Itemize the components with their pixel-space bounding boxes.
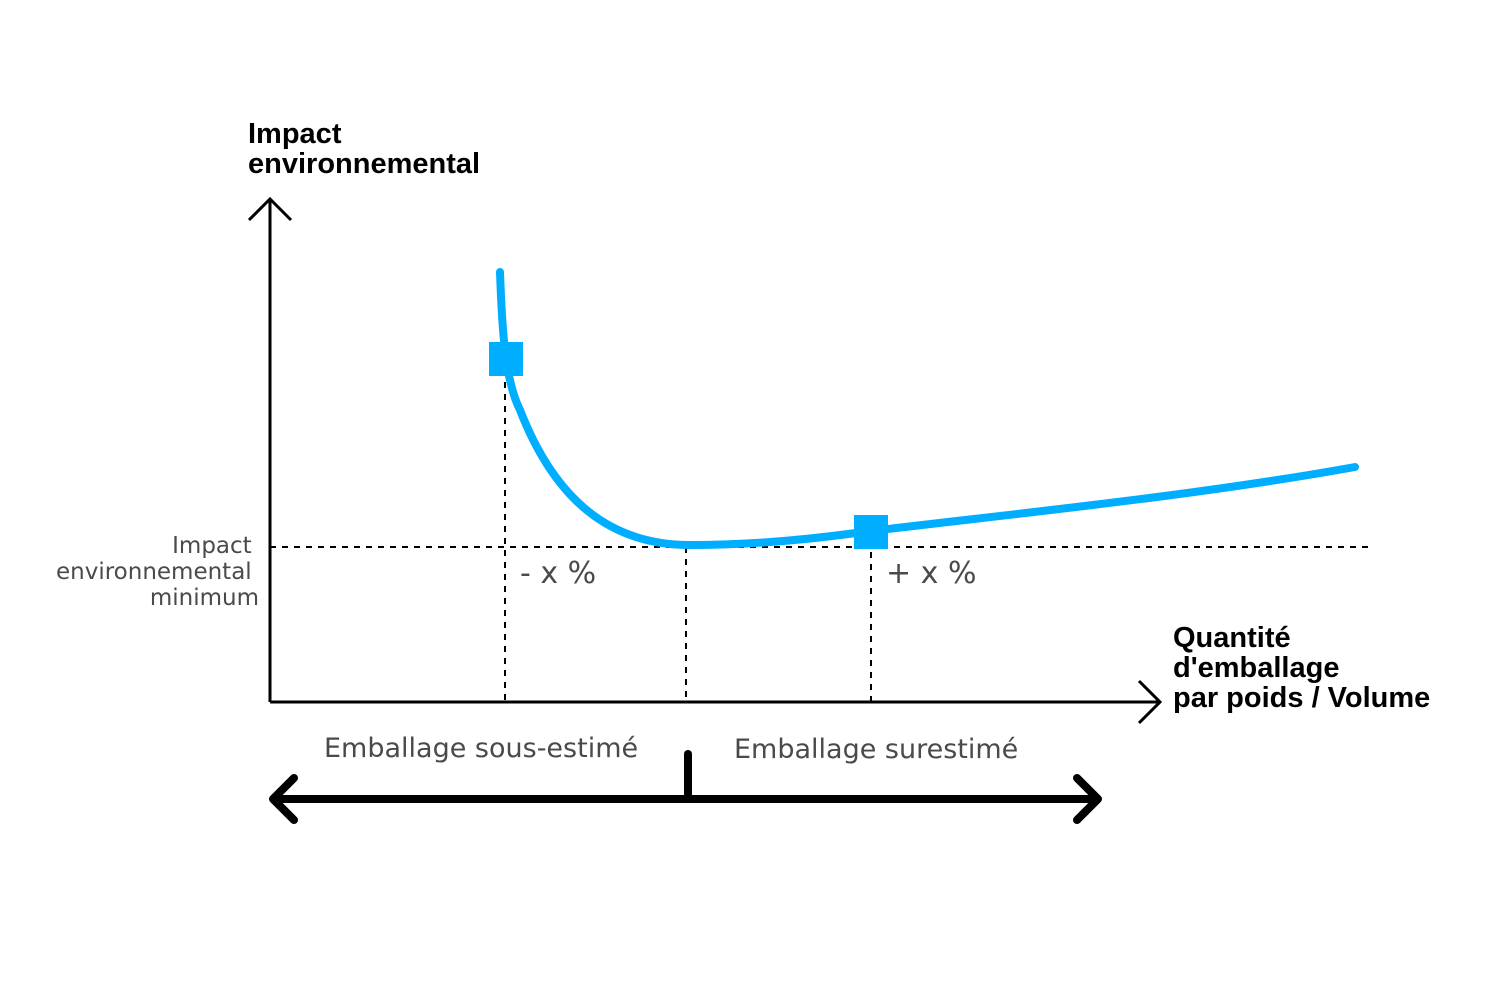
under-estimated-label: Emballage sous-estimé: [324, 733, 638, 764]
right-marker: [854, 515, 888, 549]
y-axis-arrowhead: [247, 196, 293, 222]
range-arrow-right-head: [1073, 774, 1102, 824]
right-marker-label: + x %: [886, 556, 976, 591]
left-marker-label: - x %: [520, 556, 596, 591]
over-estimated-label: Emballage surestimé: [734, 734, 1018, 765]
left-marker: [489, 342, 523, 376]
minimum-label: Impact environnemental minimum: [56, 533, 259, 611]
x-axis-label: Quantité d'emballage par poids / Volume: [1173, 622, 1430, 714]
impact-curve: [496, 268, 1359, 550]
range-arrow-left-head: [269, 774, 298, 824]
x-axis-arrowhead: [1137, 679, 1163, 725]
y-axis-label: Impact environnemental: [248, 118, 480, 180]
